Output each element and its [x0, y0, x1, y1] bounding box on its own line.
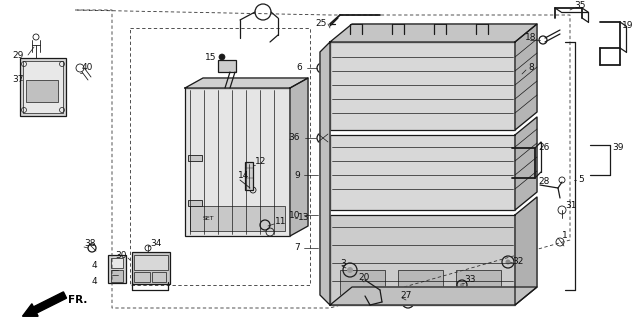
- Text: 6: 6: [296, 64, 302, 73]
- Text: 29: 29: [12, 51, 24, 59]
- Text: 27: 27: [400, 291, 412, 300]
- Text: 9: 9: [294, 170, 300, 179]
- Text: 7: 7: [294, 244, 300, 252]
- Bar: [20, 58, 66, 116]
- Text: 38: 38: [84, 239, 95, 248]
- Text: 35: 35: [574, 2, 586, 10]
- Text: 37: 37: [12, 75, 24, 85]
- Polygon shape: [515, 24, 537, 130]
- Bar: [245, 162, 253, 190]
- Bar: [330, 135, 515, 210]
- Circle shape: [347, 267, 353, 273]
- Text: 33: 33: [464, 275, 476, 285]
- Text: 32: 32: [512, 258, 524, 266]
- Text: 19: 19: [622, 20, 634, 30]
- Bar: [190, 206, 285, 231]
- Text: 12: 12: [255, 157, 266, 167]
- Bar: [111, 270, 123, 282]
- Polygon shape: [320, 42, 330, 305]
- Bar: [188, 155, 202, 161]
- Bar: [132, 252, 170, 284]
- Bar: [23, 61, 63, 113]
- Text: 39: 39: [612, 143, 623, 153]
- Text: SET: SET: [203, 216, 214, 220]
- Text: 3: 3: [340, 259, 346, 267]
- Text: 20: 20: [358, 273, 369, 282]
- Text: 8: 8: [528, 64, 534, 73]
- Text: 18: 18: [525, 33, 536, 43]
- Polygon shape: [185, 78, 308, 88]
- Circle shape: [506, 259, 511, 265]
- Text: 13: 13: [298, 213, 310, 223]
- Text: 31: 31: [565, 201, 577, 210]
- Text: 1: 1: [562, 231, 568, 239]
- FancyArrow shape: [22, 292, 67, 316]
- Text: 26: 26: [538, 143, 549, 153]
- Text: 4: 4: [92, 260, 98, 269]
- Text: 40: 40: [82, 64, 93, 73]
- Bar: [456, 270, 501, 295]
- Text: 10: 10: [289, 211, 300, 219]
- Bar: [111, 258, 123, 268]
- Text: 25: 25: [315, 19, 326, 29]
- Text: FR.: FR.: [68, 295, 88, 305]
- Bar: [134, 255, 168, 270]
- Bar: [26, 80, 58, 102]
- Text: 15: 15: [205, 52, 216, 61]
- Polygon shape: [515, 197, 537, 305]
- Text: 11: 11: [275, 218, 287, 226]
- Bar: [340, 270, 385, 295]
- Bar: [218, 60, 236, 72]
- Polygon shape: [330, 287, 537, 305]
- Text: 36: 36: [289, 134, 300, 142]
- Circle shape: [320, 66, 324, 70]
- Bar: [185, 88, 290, 236]
- Text: 30: 30: [115, 251, 127, 259]
- Circle shape: [460, 283, 464, 287]
- Text: 4: 4: [92, 278, 98, 287]
- Text: 5: 5: [578, 176, 584, 184]
- Circle shape: [219, 54, 225, 60]
- Bar: [152, 272, 166, 282]
- Text: 28: 28: [538, 177, 549, 186]
- Bar: [134, 272, 150, 282]
- Polygon shape: [515, 117, 537, 210]
- Polygon shape: [330, 24, 537, 42]
- Bar: [330, 42, 515, 130]
- Bar: [330, 215, 515, 305]
- Circle shape: [406, 300, 410, 304]
- Bar: [108, 255, 126, 283]
- Polygon shape: [290, 78, 308, 236]
- Bar: [188, 200, 202, 206]
- Bar: [398, 270, 443, 295]
- Text: 34: 34: [150, 239, 161, 248]
- Text: 14: 14: [238, 170, 250, 179]
